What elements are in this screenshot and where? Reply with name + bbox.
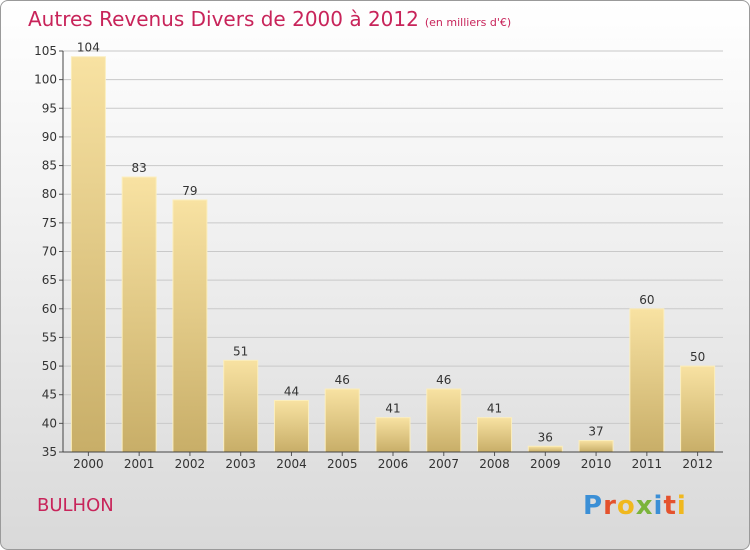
x-tick-label: 2011 [632, 457, 663, 471]
y-tick-label: 85 [42, 159, 57, 173]
x-tick-label: 2005 [327, 457, 358, 471]
bar [527, 445, 563, 453]
bar-value-label: 36 [538, 430, 553, 444]
x-tick-label: 2002 [175, 457, 206, 471]
bar [629, 308, 665, 453]
bar [578, 440, 614, 453]
bar-value-label: 46 [335, 373, 350, 387]
bar [375, 417, 411, 453]
y-tick-label: 45 [42, 388, 57, 402]
bar [70, 56, 106, 453]
bar-value-label: 41 [385, 402, 400, 416]
chart-title-unit: (en milliers d'€) [424, 16, 512, 29]
y-tick-label: 105 [34, 44, 57, 58]
y-tick-label: 65 [42, 273, 57, 287]
y-tick-label: 55 [42, 330, 57, 344]
bar-value-label: 83 [132, 161, 147, 175]
y-tick-label: 100 [34, 73, 57, 87]
bar [426, 388, 462, 453]
x-tick-label: 2004 [276, 457, 307, 471]
x-tick-label: 2000 [73, 457, 104, 471]
x-tick-label: 2003 [225, 457, 256, 471]
bar-value-label: 51 [233, 344, 248, 358]
y-tick-label: 40 [42, 416, 57, 430]
y-tick-label: 80 [42, 187, 57, 201]
y-tick-label: 75 [42, 216, 57, 230]
bar-value-label: 79 [182, 184, 197, 198]
x-tick-label: 2007 [428, 457, 459, 471]
bar [324, 388, 360, 453]
bar-value-label: 44 [284, 384, 299, 398]
bar [223, 359, 259, 453]
bar [121, 176, 157, 453]
bar [680, 365, 716, 453]
bar-value-label: 60 [639, 293, 654, 307]
bar-value-label: 46 [436, 373, 451, 387]
bar [273, 399, 309, 453]
y-tick-label: 90 [42, 130, 57, 144]
y-tick-label: 60 [42, 302, 57, 316]
proxiti-logo: Proxiti [583, 491, 687, 521]
grid-lines [63, 50, 723, 453]
x-tick-label: 2010 [581, 457, 612, 471]
bar [477, 417, 513, 453]
x-tick-label: 2008 [479, 457, 510, 471]
x-tick-label: 2012 [682, 457, 713, 471]
y-tick-label: 70 [42, 245, 57, 259]
bar-value-label: 37 [588, 425, 603, 439]
bar-value-label: 41 [487, 402, 502, 416]
x-tick-label: 2009 [530, 457, 561, 471]
y-tick-label: 95 [42, 101, 57, 115]
bars [70, 56, 716, 453]
labels: 35 40 45 50 55 60 65 70 75 80 85 90 95 100 105 104 2000 8… [34, 41, 713, 471]
bar [172, 199, 208, 453]
x-tick-label: 2001 [124, 457, 155, 471]
y-tick-label: 50 [42, 359, 57, 373]
chart-title-main: Autres Revenus Divers de 2000 à 2012 [28, 7, 419, 31]
axes [59, 50, 723, 456]
commune-name: BULHON [37, 495, 114, 516]
bar-value-label: 104 [77, 41, 100, 55]
x-tick-label: 2006 [378, 457, 409, 471]
chart-title: Autres Revenus Divers de 2000 à 2012 (en … [28, 7, 511, 31]
y-tick-label: 35 [42, 445, 57, 459]
bar-value-label: 50 [690, 350, 705, 364]
